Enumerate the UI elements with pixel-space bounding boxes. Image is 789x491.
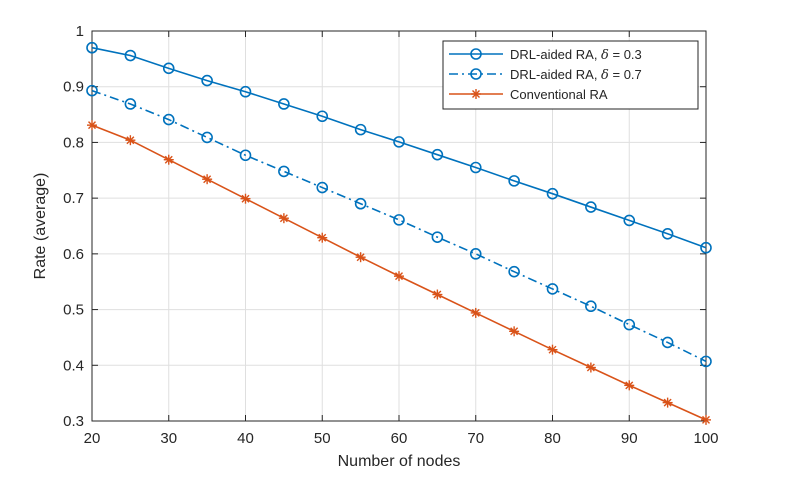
data-point (87, 120, 97, 131)
series-group (86, 41, 712, 425)
series-1 (86, 41, 712, 254)
legend-entry-2: DRL-aided RA, δ = 0.7 (449, 67, 642, 83)
data-point (508, 175, 520, 187)
data-point (317, 232, 328, 243)
data-point (393, 136, 405, 148)
data-point (585, 300, 597, 313)
data-point (201, 74, 213, 87)
axis-ticks (91, 30, 707, 422)
x-tick-label: 90 (621, 430, 638, 447)
data-point (278, 98, 290, 110)
data-point (239, 149, 252, 162)
data-point (509, 326, 520, 337)
x-axis-tick-labels: 20 30 40 50 60 70 80 90 100 (84, 430, 719, 447)
data-point (316, 110, 329, 123)
legend-entry-3: Conventional RA (449, 87, 608, 102)
legend: DRL-aided RA, δ = 0.3 DRL-aided RA, δ = 0… (442, 40, 699, 110)
data-point (394, 271, 404, 282)
data-point (661, 228, 674, 240)
data-point (546, 283, 559, 295)
data-point (431, 148, 444, 161)
data-point (469, 161, 482, 174)
data-point (700, 241, 712, 254)
y-tick-label: 0.7 (63, 190, 84, 207)
data-point (585, 201, 597, 213)
data-point (546, 187, 559, 200)
data-point (700, 355, 712, 368)
data-point (125, 135, 136, 146)
data-point (624, 380, 635, 391)
data-point (354, 197, 367, 210)
data-point (124, 98, 137, 110)
y-tick-label: 0.9 (63, 79, 84, 96)
data-point (701, 414, 711, 425)
legend-box (442, 40, 699, 110)
data-point (623, 318, 636, 331)
legend-marker (470, 48, 482, 60)
y-tick-label: 1 (76, 23, 84, 40)
data-point (163, 154, 174, 165)
legend-items: DRL-aided RA, δ = 0.3 DRL-aided RA, δ = 0… (449, 47, 642, 102)
y-tick-label: 0.8 (63, 134, 84, 151)
x-tick-label: 60 (391, 430, 408, 447)
y-tick-label: 0.3 (63, 413, 84, 430)
x-axis-title: Number of nodes (338, 453, 461, 470)
x-tick-label: 20 (84, 430, 101, 447)
legend-marker (470, 68, 482, 80)
data-point (278, 165, 290, 178)
y-axis-tick-labels: 0.3 0.4 0.5 0.6 0.7 0.8 0.9 1 (63, 23, 84, 430)
data-point (316, 181, 329, 194)
data-point (86, 41, 98, 54)
data-point (202, 174, 213, 185)
legend-marker (471, 89, 481, 99)
series-line (91, 89, 707, 363)
y-axis-title: Rate (average) (32, 173, 49, 280)
legend-label: Conventional RA (510, 87, 608, 102)
data-point (470, 307, 481, 318)
data-point (393, 214, 405, 226)
x-tick-label: 80 (544, 430, 561, 447)
series-2 (86, 84, 712, 368)
x-tick-label: 70 (467, 430, 484, 447)
legend-label: DRL-aided RA, δ = 0.7 (510, 67, 642, 83)
data-point (623, 214, 636, 227)
data-point (86, 84, 98, 97)
x-tick-label: 50 (314, 430, 331, 447)
data-point (278, 213, 289, 224)
data-point (124, 49, 137, 62)
series-3 (87, 120, 711, 425)
y-tick-label: 0.6 (63, 246, 84, 263)
x-tick-label: 30 (160, 430, 177, 447)
data-point (162, 62, 175, 75)
data-point (240, 193, 251, 204)
x-tick-label: 100 (693, 430, 718, 447)
data-point (508, 265, 520, 278)
data-point (355, 252, 366, 263)
x-tick-label: 40 (237, 430, 254, 447)
y-tick-label: 0.4 (63, 357, 84, 374)
y-tick-label: 0.5 (63, 302, 84, 319)
data-point (239, 85, 252, 98)
data-point (662, 397, 673, 408)
data-point (432, 289, 443, 300)
data-point (354, 123, 367, 136)
data-point (585, 362, 596, 373)
data-point (201, 131, 213, 144)
data-point (547, 344, 558, 355)
data-point (661, 336, 674, 349)
legend-entry-1: DRL-aided RA, δ = 0.3 (449, 47, 642, 63)
data-point (431, 231, 444, 243)
data-point (162, 113, 175, 126)
series-line (91, 46, 707, 249)
data-point (469, 248, 482, 260)
legend-label: DRL-aided RA, δ = 0.3 (510, 47, 642, 63)
